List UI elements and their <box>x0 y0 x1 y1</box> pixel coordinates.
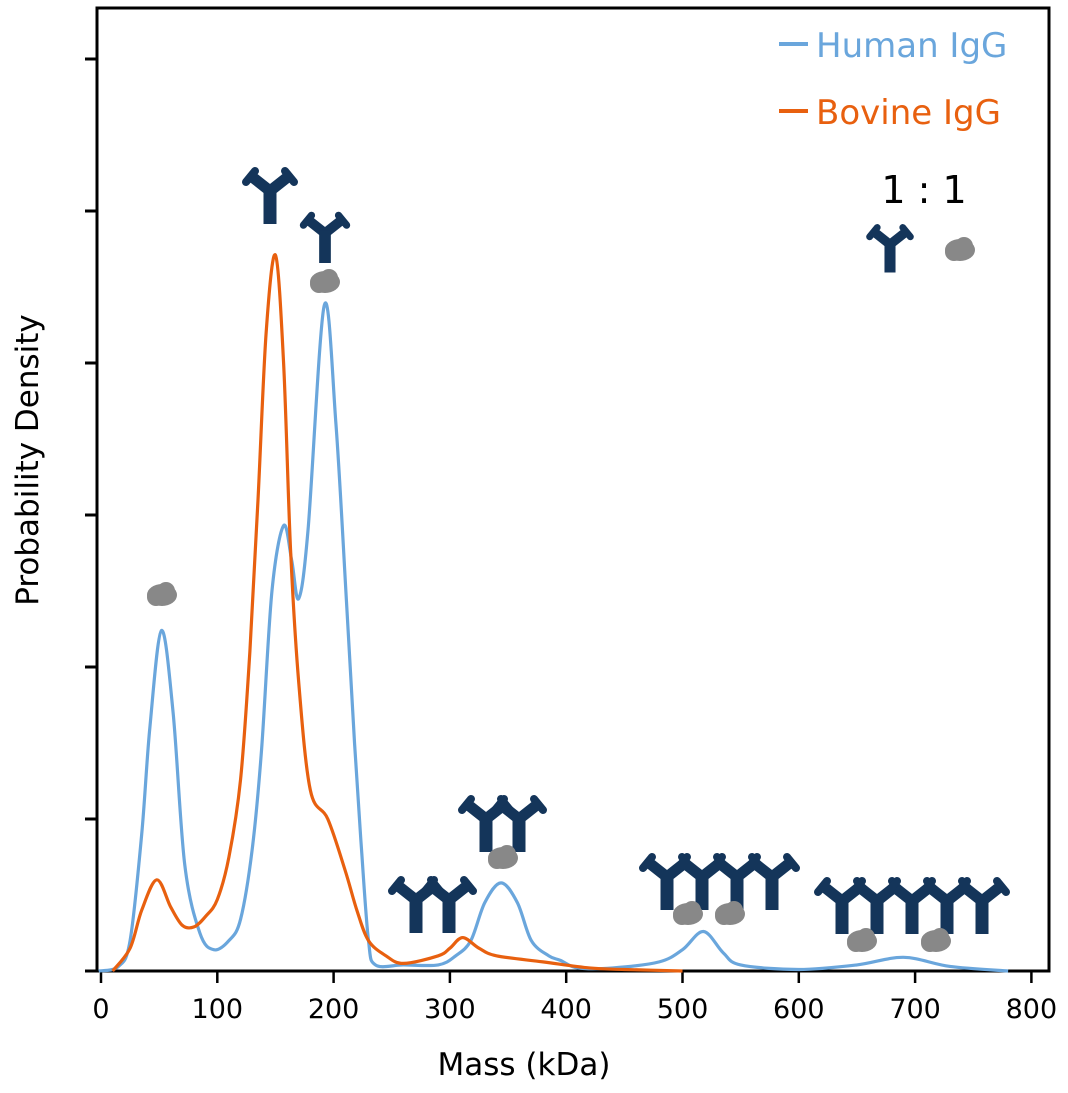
antigen-lobe <box>921 934 939 952</box>
antibody-stem <box>442 897 456 933</box>
axes: 0 100 200 300 400 500 600 700 800 <box>85 6 1058 1025</box>
antibody-left-cap <box>744 853 761 872</box>
x-tick-label: 0 <box>92 994 109 1025</box>
antibody-stem <box>695 874 709 910</box>
plot-frame <box>95 6 1051 973</box>
antigen-lobe <box>147 588 165 606</box>
antibody-stem <box>660 874 674 910</box>
x-tick-label: 600 <box>773 994 825 1025</box>
antigen-lobe <box>488 851 506 869</box>
antibody-oligomer-icon <box>814 877 1010 934</box>
antibody-stem <box>319 230 331 263</box>
antibody-icon <box>491 795 547 852</box>
x-tick-label: 800 <box>1006 994 1058 1025</box>
x-tick-label: 100 <box>192 994 244 1025</box>
antibody-oligomer-icon <box>639 853 800 910</box>
antibody-right-cap <box>783 853 800 872</box>
antibody-icon <box>744 853 800 910</box>
antibody-stem <box>512 816 526 852</box>
antibody-icon <box>299 211 351 263</box>
legend-label-human: Human IgG <box>816 26 1007 66</box>
antibody-left-cap <box>866 224 881 241</box>
antigen-lobe <box>715 907 733 925</box>
antigen-icon <box>488 845 518 869</box>
series-line-bovine-igg <box>111 253 683 973</box>
x-tick-label: 300 <box>424 994 476 1025</box>
antigen-icon <box>673 901 703 925</box>
antigen-lobe <box>310 275 328 293</box>
antibody-stem <box>975 898 989 934</box>
antibody-stem <box>905 898 919 934</box>
x-tick-label: 500 <box>657 994 709 1025</box>
antibody-left-cap <box>919 877 936 896</box>
antibody-left-cap <box>639 853 656 872</box>
x-tick-label: 200 <box>308 994 360 1025</box>
antigen-icon <box>310 269 340 293</box>
antigen-lobe <box>945 243 963 261</box>
antibody-stem <box>884 241 896 273</box>
antibody-right-cap <box>530 795 547 814</box>
antibody-left-cap <box>491 795 508 814</box>
antibody-stem <box>765 874 779 910</box>
antigen-lobe <box>847 934 865 952</box>
antibody-right-cap <box>993 877 1010 896</box>
x-tick-label: 400 <box>540 994 592 1025</box>
antibody-stem <box>940 898 954 934</box>
legend: Human IgG Bovine IgG <box>779 26 1007 133</box>
antibody-left-cap <box>299 211 316 229</box>
antigen-lobe <box>673 907 691 925</box>
antibody-left-cap <box>421 876 438 895</box>
antibody-right-cap <box>281 167 298 186</box>
antibody-stem <box>870 898 884 934</box>
antibody-left-cap <box>814 877 831 896</box>
ratio-annotation: 1 : 1 <box>881 168 966 212</box>
antibody-left-cap <box>458 795 475 814</box>
annotation-icons <box>147 167 1010 952</box>
antibody-left-cap <box>388 876 405 895</box>
antibody-icon <box>242 167 298 224</box>
antibody-right-cap <box>460 876 477 895</box>
antibody-right-cap <box>899 224 914 241</box>
antigen-icon <box>715 901 745 925</box>
antibody-left-cap <box>709 853 726 872</box>
legend-label-bovine: Bovine IgG <box>816 93 1001 133</box>
antigen-icon <box>921 928 951 952</box>
x-tick-label: 700 <box>889 994 941 1025</box>
antibody-left-cap <box>674 853 691 872</box>
antibody-stem <box>263 188 277 224</box>
antibody-stem <box>479 816 493 852</box>
antibody-icon <box>866 224 914 273</box>
antibody-oligomer-icon <box>458 795 547 852</box>
curves <box>98 253 1009 973</box>
antibody-stem <box>835 898 849 934</box>
antibody-left-cap <box>849 877 866 896</box>
antibody-right-cap <box>334 211 351 229</box>
antibody-icon <box>954 877 1010 934</box>
antibody-icon <box>421 876 477 933</box>
antibody-stem <box>730 874 744 910</box>
y-axis-title: Probability Density <box>10 314 46 606</box>
antibody-stem <box>409 897 423 933</box>
antibody-left-cap <box>884 877 901 896</box>
antibody-left-cap <box>954 877 971 896</box>
antibody-left-cap <box>242 167 259 186</box>
series-line-human-igg <box>98 301 1009 973</box>
antigen-icon <box>945 237 975 261</box>
antibody-oligomer-icon <box>388 876 477 933</box>
x-axis-title: Mass (kDa) <box>438 1047 611 1083</box>
antigen-icon <box>147 582 177 606</box>
antigen-icon <box>847 928 877 952</box>
